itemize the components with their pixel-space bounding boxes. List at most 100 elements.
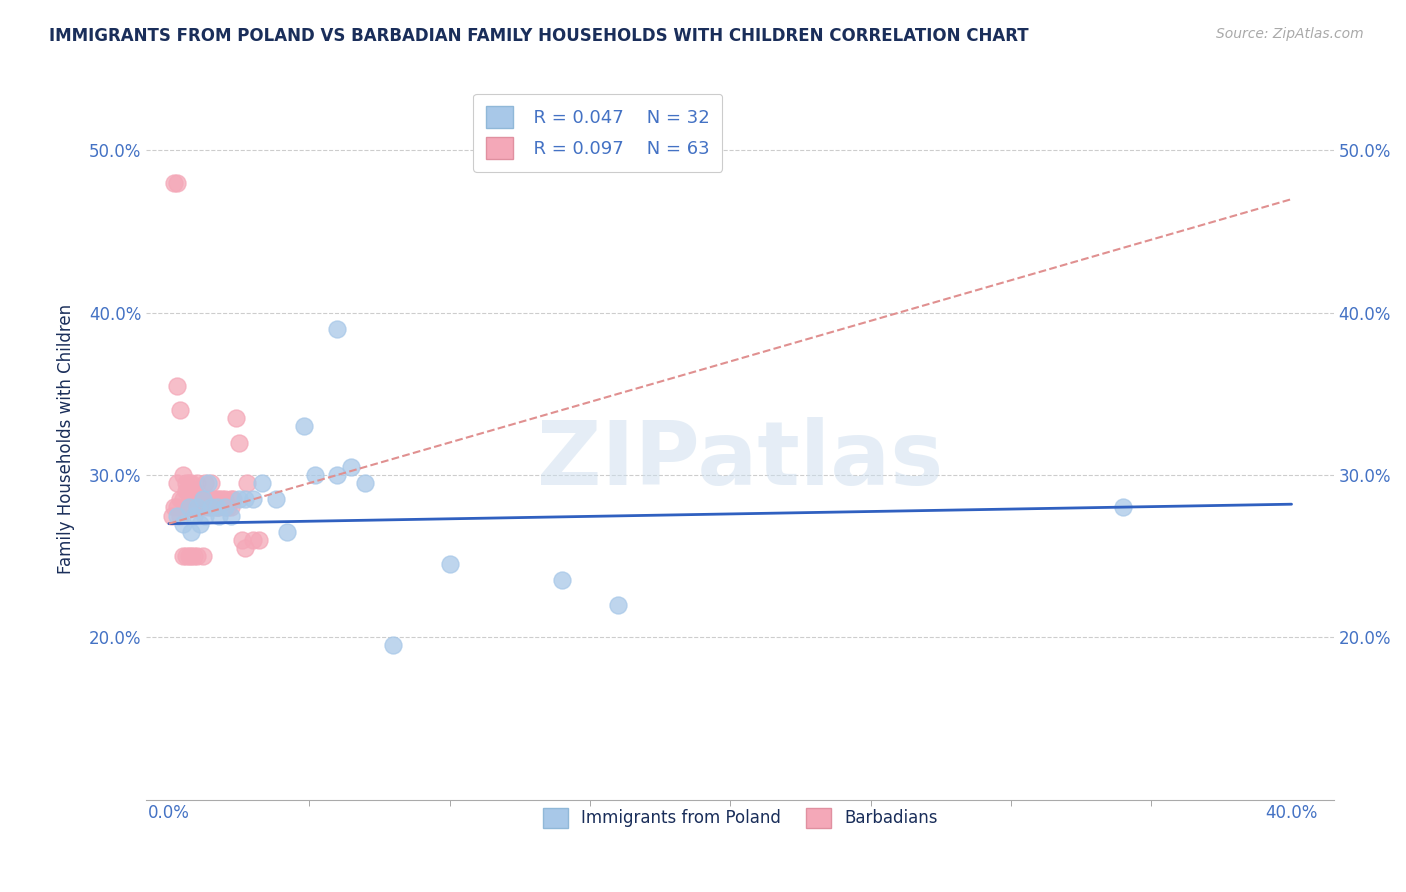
- Point: [217, 500, 239, 515]
- Point: [174, 476, 197, 491]
- Point: [166, 176, 188, 190]
- Point: [607, 598, 630, 612]
- Point: [205, 500, 228, 515]
- Text: Source: ZipAtlas.com: Source: ZipAtlas.com: [1216, 27, 1364, 41]
- Point: [326, 322, 349, 336]
- Point: [177, 500, 200, 515]
- Point: [163, 176, 186, 190]
- Point: [186, 476, 208, 491]
- Point: [292, 419, 315, 434]
- Point: [183, 508, 205, 523]
- Point: [188, 500, 211, 515]
- Point: [231, 533, 253, 547]
- Point: [340, 459, 363, 474]
- Point: [202, 492, 225, 507]
- Point: [166, 500, 188, 515]
- Point: [166, 378, 188, 392]
- Point: [197, 476, 219, 491]
- Point: [202, 500, 225, 515]
- Point: [214, 492, 236, 507]
- Point: [174, 484, 197, 499]
- Point: [1112, 500, 1135, 515]
- Point: [276, 524, 298, 539]
- Point: [214, 500, 236, 515]
- Point: [180, 524, 202, 539]
- Text: IMMIGRANTS FROM POLAND VS BARBADIAN FAMILY HOUSEHOLDS WITH CHILDREN CORRELATION : IMMIGRANTS FROM POLAND VS BARBADIAN FAMI…: [49, 27, 1029, 45]
- Point: [205, 492, 228, 507]
- Point: [197, 500, 219, 515]
- Point: [172, 549, 194, 563]
- Point: [242, 533, 264, 547]
- Point: [183, 484, 205, 499]
- Point: [205, 500, 228, 515]
- Point: [228, 492, 250, 507]
- Point: [228, 435, 250, 450]
- Point: [172, 468, 194, 483]
- Point: [180, 476, 202, 491]
- Point: [188, 516, 211, 531]
- Point: [200, 500, 222, 515]
- Point: [219, 492, 242, 507]
- Point: [194, 492, 217, 507]
- Point: [169, 492, 191, 507]
- Point: [264, 492, 287, 507]
- Point: [326, 468, 349, 483]
- Point: [233, 541, 256, 555]
- Point: [225, 411, 247, 425]
- Point: [354, 476, 377, 491]
- Point: [174, 500, 197, 515]
- Point: [382, 639, 405, 653]
- Point: [304, 468, 326, 483]
- Legend: Immigrants from Poland, Barbadians: Immigrants from Poland, Barbadians: [536, 801, 945, 835]
- Point: [177, 500, 200, 515]
- Point: [197, 492, 219, 507]
- Point: [191, 549, 214, 563]
- Point: [222, 492, 245, 507]
- Point: [172, 516, 194, 531]
- Point: [194, 508, 217, 523]
- Point: [180, 500, 202, 515]
- Point: [211, 492, 233, 507]
- Point: [208, 500, 231, 515]
- Point: [236, 476, 259, 491]
- Point: [169, 403, 191, 417]
- Point: [172, 492, 194, 507]
- Point: [208, 508, 231, 523]
- Point: [188, 492, 211, 507]
- Point: [191, 500, 214, 515]
- Point: [186, 492, 208, 507]
- Point: [219, 500, 242, 515]
- Point: [200, 492, 222, 507]
- Point: [166, 508, 188, 523]
- Point: [219, 508, 242, 523]
- Point: [177, 476, 200, 491]
- Text: ZIPatlas: ZIPatlas: [537, 417, 943, 504]
- Point: [242, 492, 264, 507]
- Point: [180, 492, 202, 507]
- Point: [247, 533, 270, 547]
- Point: [183, 492, 205, 507]
- Point: [250, 476, 273, 491]
- Point: [180, 549, 202, 563]
- Point: [191, 492, 214, 507]
- Point: [166, 476, 188, 491]
- Point: [177, 549, 200, 563]
- Point: [214, 500, 236, 515]
- Point: [163, 500, 186, 515]
- Point: [169, 508, 191, 523]
- Point: [208, 492, 231, 507]
- Point: [186, 500, 208, 515]
- Point: [439, 558, 461, 572]
- Point: [551, 574, 574, 588]
- Point: [194, 476, 217, 491]
- Point: [186, 500, 208, 515]
- Y-axis label: Family Households with Children: Family Households with Children: [58, 303, 75, 574]
- Point: [183, 549, 205, 563]
- Point: [174, 549, 197, 563]
- Point: [160, 508, 183, 523]
- Point: [177, 484, 200, 499]
- Point: [233, 492, 256, 507]
- Point: [200, 476, 222, 491]
- Point: [191, 492, 214, 507]
- Point: [186, 549, 208, 563]
